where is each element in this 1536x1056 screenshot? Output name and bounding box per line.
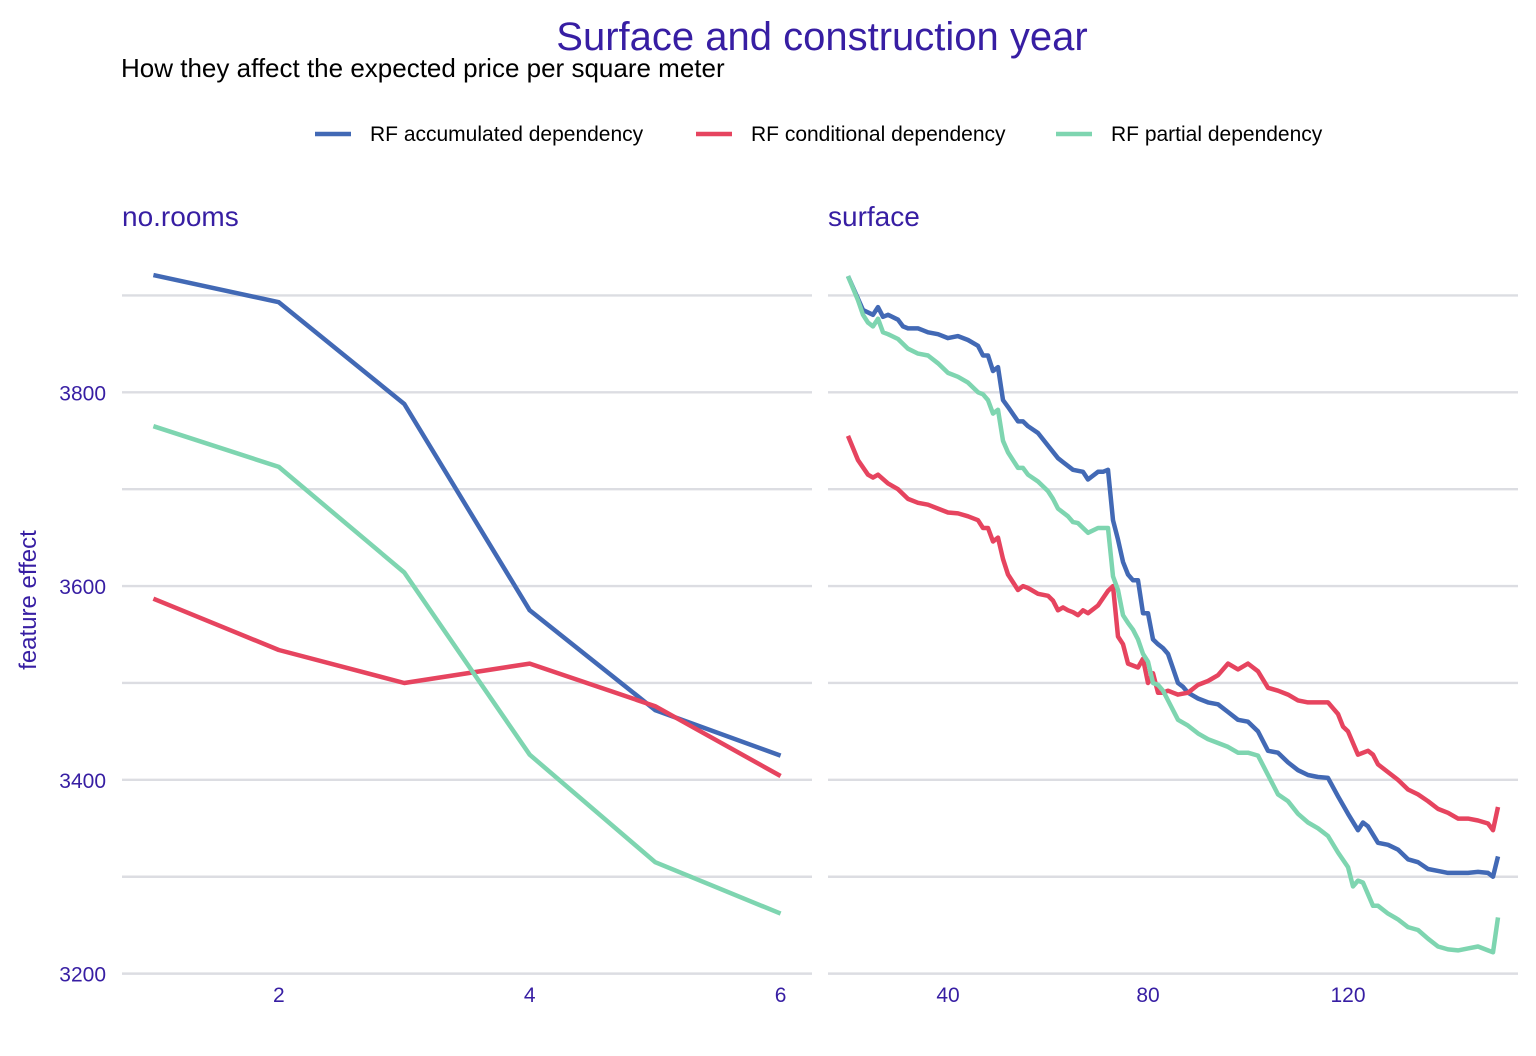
legend-label-conditional: RF conditional dependency — [751, 123, 1006, 146]
series-line-rf-conditional-dependency — [152, 596, 782, 778]
panel-surface: surface 40 80 120 — [828, 201, 1518, 1007]
x-tick-label: 40 — [936, 984, 959, 1007]
y-tick-label: 3800 — [59, 382, 106, 405]
series-line-rf-partial-dependency — [152, 424, 782, 916]
series-line-rf-partial-dependency — [845, 275, 1501, 955]
gridlines — [828, 294, 1518, 975]
legend-label-accumulated: RF accumulated dependency — [370, 123, 644, 146]
y-axis-label: feature effect — [15, 530, 42, 670]
y-tick-label: 3200 — [59, 964, 106, 987]
panel-strip-label: no.rooms — [122, 201, 239, 232]
panel-strip-label: surface — [828, 201, 920, 232]
gridlines — [122, 294, 812, 975]
chart-title: Surface and construction year — [556, 15, 1087, 59]
series-line-rf-conditional-dependency — [845, 435, 1501, 833]
x-tick-label: 6 — [775, 984, 787, 1007]
x-tick-label: 120 — [1330, 984, 1365, 1007]
legend: RF accumulated dependency RF conditional… — [315, 123, 1323, 146]
y-tick-label: 3600 — [59, 576, 106, 599]
legend-label-partial: RF partial dependency — [1111, 123, 1323, 146]
x-tick-label: 4 — [524, 984, 536, 1007]
x-tick-label: 80 — [1136, 984, 1159, 1007]
chart-subtitle: How they affect the expected price per s… — [121, 53, 725, 83]
y-axis-ticks: 3200 3400 3600 3800 — [59, 382, 106, 986]
series-line-rf-accumulated-dependency — [845, 275, 1501, 879]
x-tick-label: 2 — [273, 984, 285, 1007]
y-tick-label: 3400 — [59, 770, 106, 793]
panel-no-rooms: no.rooms 2 4 6 — [122, 201, 812, 1007]
